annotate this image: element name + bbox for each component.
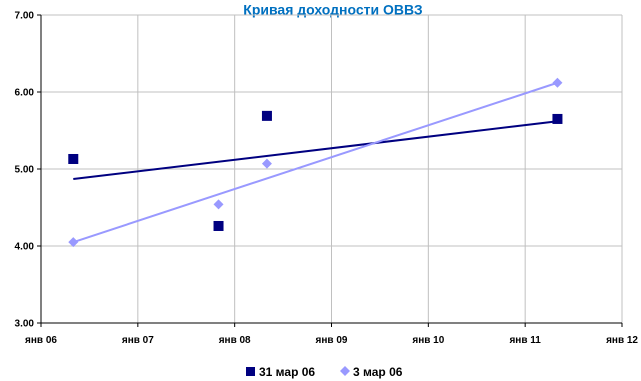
y-tick-label: 3.00 xyxy=(15,319,35,330)
x-tick-label: янв 07 xyxy=(122,335,154,346)
chart-title: Кривая доходности ОВВЗ xyxy=(243,1,423,17)
x-tick-label: янв 10 xyxy=(412,335,444,346)
x-tick-label: янв 08 xyxy=(219,335,251,346)
trendlines xyxy=(72,81,558,244)
trendline-series-1 xyxy=(72,81,558,244)
x-tick-labels: янв 06 янв 07 янв 08 янв 09 янв 10 янв 11 янв … xyxy=(25,335,638,346)
legend-swatch-3-mar-06 xyxy=(340,366,350,376)
grid-lines xyxy=(41,14,623,323)
legend-label-31-mar-06: 31 мар 06 xyxy=(259,365,315,379)
x-tick-label: янв 12 xyxy=(606,335,638,346)
legend-label-3-mar-06: 3 мар 06 xyxy=(353,365,403,379)
data-point-square xyxy=(68,153,79,164)
trendline-series-0 xyxy=(73,120,558,181)
legend: 31 мар 06 3 мар 06 xyxy=(246,365,403,379)
x-tick-label: янв 11 xyxy=(509,335,541,346)
legend-swatch-31-mar-06 xyxy=(246,367,255,376)
data-point-diamond xyxy=(68,237,79,248)
data-point-square xyxy=(261,110,272,121)
x-tick-label: янв 06 xyxy=(25,335,57,346)
data-point-diamond xyxy=(213,199,224,210)
x-tick-label: янв 09 xyxy=(316,335,348,346)
y-tick-labels: 3.00 4.00 5.00 6.00 7.00 xyxy=(15,11,35,330)
data-point-square xyxy=(213,220,224,231)
data-markers xyxy=(68,77,563,248)
data-point-diamond xyxy=(552,77,563,88)
y-tick-label: 6.00 xyxy=(15,88,35,99)
data-point-square xyxy=(552,113,563,124)
y-tick-label: 5.00 xyxy=(15,165,35,176)
data-point-diamond xyxy=(261,158,272,169)
axes xyxy=(37,14,623,327)
y-tick-label: 7.00 xyxy=(15,11,35,22)
y-tick-label: 4.00 xyxy=(15,242,35,253)
